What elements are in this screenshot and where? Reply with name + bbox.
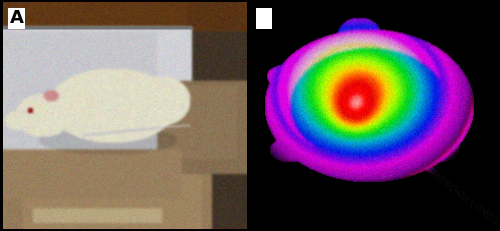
- Text: B: B: [258, 9, 271, 27]
- Text: A: A: [10, 9, 24, 27]
